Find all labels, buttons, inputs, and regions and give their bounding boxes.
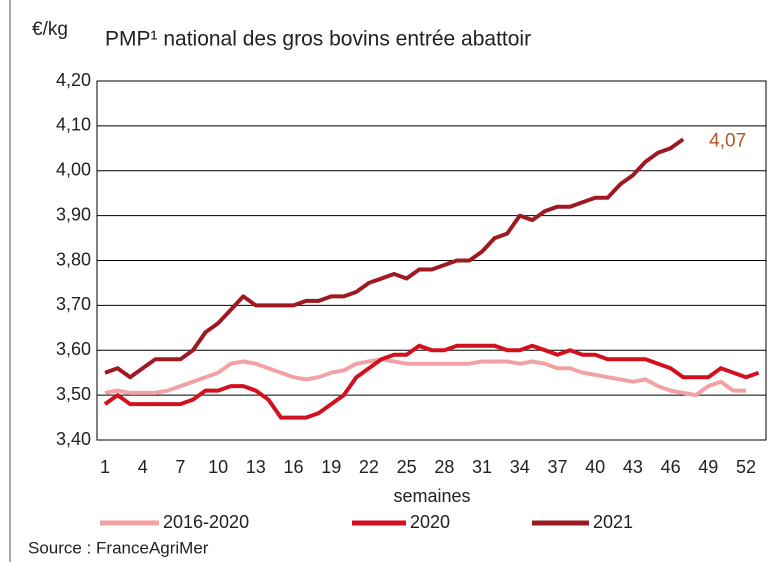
legend-label: 2020	[410, 512, 450, 532]
x-tick-label: 46	[661, 457, 681, 477]
y-axis-unit: €/kg	[32, 19, 68, 40]
source: Source : FranceAgriMer	[28, 538, 209, 557]
y-tick-label: 4,00	[56, 160, 91, 180]
x-tick-label: 25	[397, 457, 417, 477]
y-tick-label: 3,90	[56, 204, 91, 224]
x-tick-label: 34	[510, 457, 530, 477]
x-tick-label: 37	[547, 457, 567, 477]
data-label: 4,07	[709, 130, 746, 151]
x-tick-label: 28	[434, 457, 454, 477]
x-tick-label: 52	[736, 457, 756, 477]
x-tick-label: 13	[246, 457, 266, 477]
y-tick-label: 4,20	[56, 70, 91, 90]
line-series	[104, 357, 746, 398]
y-tick-label: 3,60	[56, 339, 91, 359]
plot-frame	[96, 80, 767, 441]
line-series	[103, 343, 760, 420]
x-tick-label: 1	[100, 457, 110, 477]
x-tick-label: 7	[175, 457, 185, 477]
x-axis-label: semaines	[393, 486, 470, 506]
legend-label: 2016-2020	[163, 512, 249, 532]
x-tick-label: 10	[208, 457, 228, 477]
y-tick-label: 4,10	[56, 115, 91, 135]
y-tick-label: 3,80	[56, 249, 91, 269]
line-series	[104, 137, 685, 380]
x-tick-label: 22	[359, 457, 379, 477]
x-tick-label: 40	[585, 457, 605, 477]
x-tick-label: 19	[321, 457, 341, 477]
y-tick-label: 3,40	[56, 429, 91, 449]
y-tick-label: 3,70	[56, 294, 91, 314]
x-tick-label: 16	[284, 457, 304, 477]
chart-title: PMP¹ national des gros bovins entrée aba…	[105, 28, 531, 51]
x-tick-label: 43	[623, 457, 643, 477]
legend-label: 2021	[593, 512, 633, 532]
y-tick-label: 3,50	[56, 384, 91, 404]
x-tick-label: 49	[698, 457, 718, 477]
x-tick-label: 31	[472, 457, 492, 477]
x-tick-label: 4	[138, 457, 148, 477]
